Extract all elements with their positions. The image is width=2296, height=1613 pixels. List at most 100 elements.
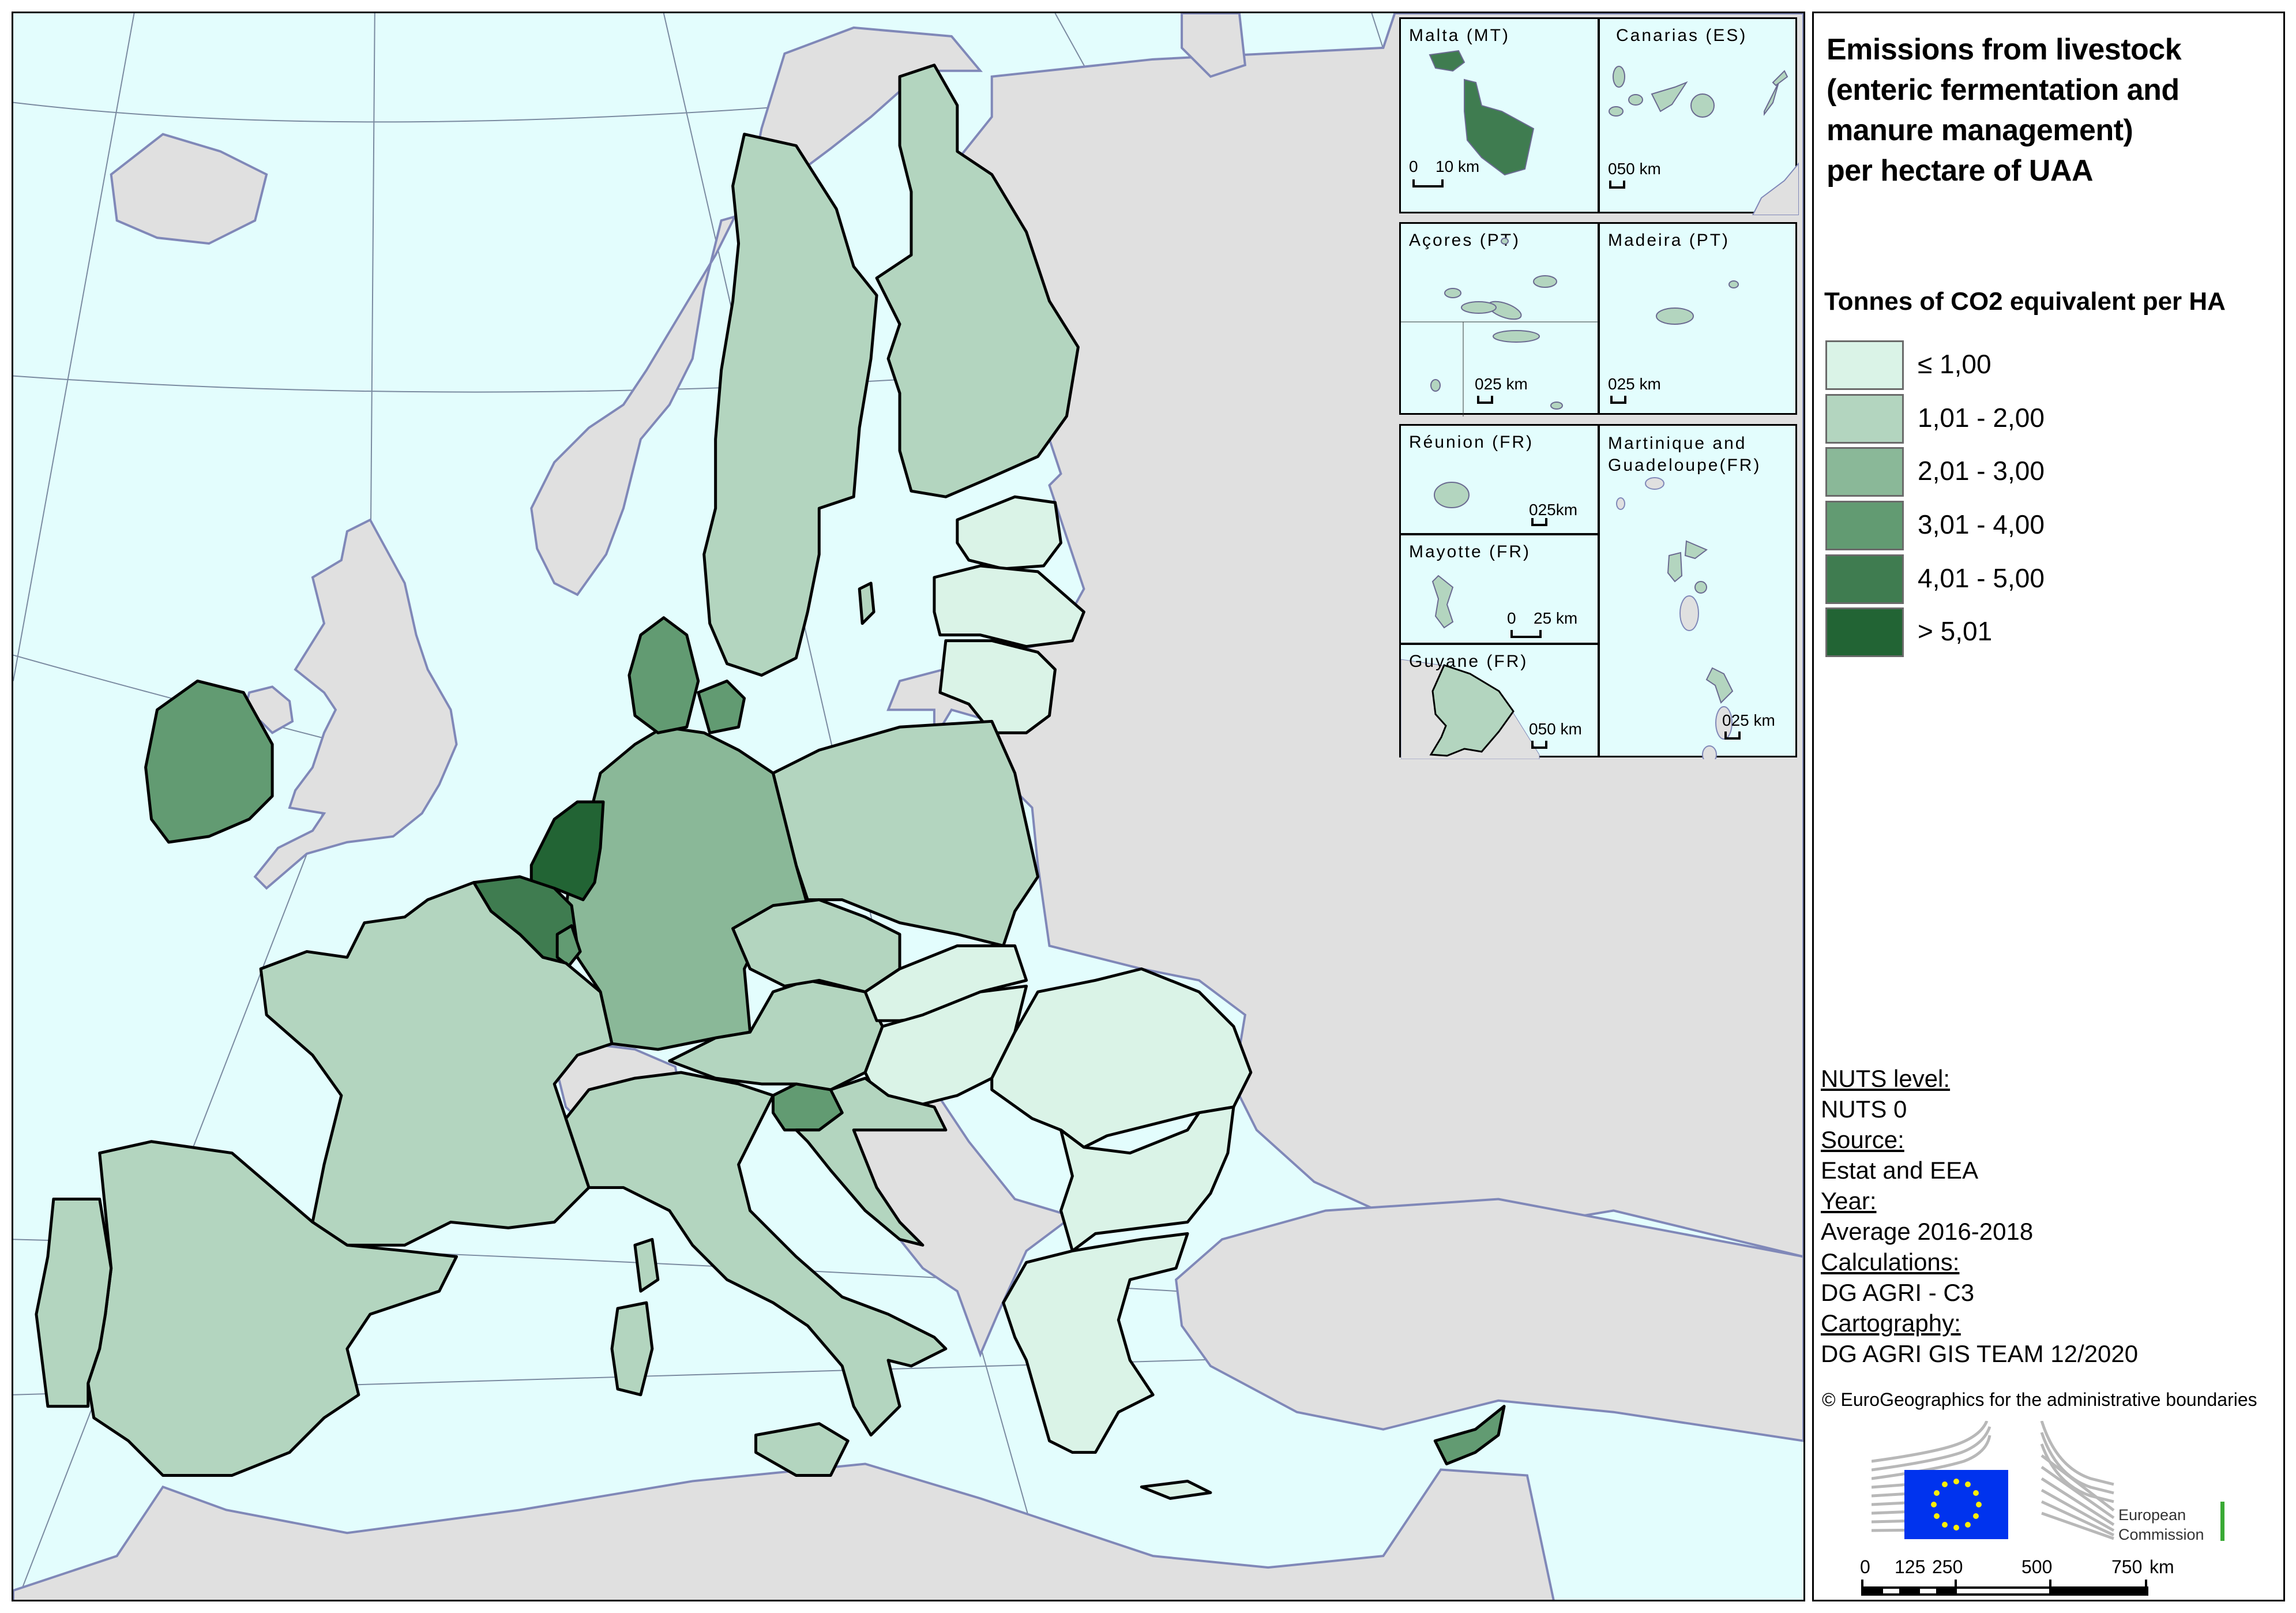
scale-label-max: 10 km [1436,157,1480,175]
country-croatia [794,1076,948,1247]
country-sweden [702,133,878,677]
legend-swatch [1825,394,1904,444]
inset-title-antilles: Martinique and Guadeloupe(FR) [1608,434,1761,475]
scale-bar [1531,741,1547,749]
scale-bar [1510,630,1542,638]
reunion-shape [1434,482,1470,508]
guyane-shape [1401,659,1540,759]
country-lithuania [938,639,1057,734]
inset-title-guyane: Guyane (FR) [1409,652,1528,671]
country-finland [875,63,1080,498]
country-ireland [144,679,274,844]
country-denmark-islands [697,679,746,734]
country-estonia [956,495,1062,571]
cartography-value: DG AGRI GIS TEAM 12/2020 [1821,1340,2139,1367]
calculations-value: DG AGRI - C3 [1821,1279,1975,1306]
scale-tick-500: 500 [2021,1556,2053,1577]
country-slovakia [863,944,1028,1022]
scale-bar [1610,396,1626,404]
scale-label: 050 km [1608,160,1661,178]
legend-title: Tonnes of CO2 equivalent per HA [1824,287,2226,316]
mayotte-shape [1431,575,1454,629]
eu-stars [1931,1479,1982,1531]
eu-countries [35,63,1506,1500]
scale-bar-graphic [1861,1580,2148,1596]
scale-label-0: 0 [1507,609,1516,627]
inset-madeira: Madeira (PT) 025 km [1598,222,1797,415]
country-corsica [633,1237,660,1293]
inset-reunion: Réunion (FR) 025km [1399,424,1599,535]
legend-swatch [1825,554,1904,604]
scale-label-0: 0 [1409,157,1418,175]
scale-label: 025 km [1608,375,1661,393]
legend-swatch [1825,340,1904,390]
legend-swatch [1825,501,1904,550]
scale-bar [1724,732,1741,740]
country-sardinia [610,1301,654,1397]
inset-title-madeira: Madeira (PT) [1608,231,1730,250]
legend-label: > 5,01 [1918,616,1993,646]
european-commission-text: European Commission [2118,1506,2204,1543]
legend-label: 1,01 - 2,00 [1918,403,2045,433]
scale-bar [1477,396,1493,404]
acores-shape [1401,238,1601,417]
inset-antilles: Martinique and Guadeloupe(FR) 025 km [1598,424,1797,759]
inset-acores: Açores (PT) 025 km [1399,222,1601,417]
legend-label: 3,01 - 4,00 [1918,509,2045,539]
legend-panel: Emissions from livestock (enteric fermen… [1812,12,2285,1601]
scale-label: 025km [1529,501,1578,519]
scale-tick-750: 750 [2111,1556,2143,1577]
map-frame: Malta (MT) 0 10 km Canarias (ES) 050 km … [12,12,1805,1601]
nuts-level-value: NUTS 0 [1821,1096,1907,1123]
country-italy [564,1071,948,1437]
scale-tick-250: 250 [1932,1556,1963,1577]
scale-bar [1609,181,1625,189]
malta-shape [1429,50,1535,176]
scale-label: 025 km [1722,711,1775,729]
canarias-shape [1609,66,1799,215]
legend-item: ≤ 1,00 [1825,340,2229,390]
inset-title-reunion: Réunion (FR) [1409,433,1534,452]
legend-item: > 5,01 [1825,607,2229,657]
country-luxembourg [555,924,582,967]
inset-title-mayotte: Mayotte (FR) [1409,542,1531,561]
year-value: Average 2016-2018 [1821,1218,2034,1245]
scale-bar [1531,518,1547,526]
legend-swatch [1825,447,1904,497]
inset-title-acores: Açores (PT) [1409,231,1521,250]
country-france [259,881,614,1247]
inset-title-malta: Malta (MT) [1409,26,1510,45]
legend-item: 1,01 - 2,00 [1825,394,2229,444]
scale-label: 050 km [1529,720,1582,738]
scale-bar [1412,179,1444,187]
legend-item: 4,01 - 5,00 [1825,554,2229,604]
scale-label: 025 km [1475,375,1528,393]
country-cyprus [1433,1405,1506,1466]
inset-mayotte: Mayotte (FR) 0 25 km [1399,534,1599,644]
scale-tick-125: 125 [1895,1556,1926,1577]
scale-bar: 0 125 250 500 750 km [1860,1556,2206,1597]
country-sicily [754,1422,850,1477]
map-title: Emissions from livestock (enteric fermen… [1827,33,2182,187]
legend-item: 2,01 - 3,00 [1825,447,2229,497]
year-label: Year: [1821,1187,1877,1214]
copyright-notice: © EuroGeographics for the administrative… [1822,1389,2257,1410]
madeira-shape [1656,280,1739,325]
source-value: Estat and EEA [1821,1157,1979,1184]
legend-label: 2,01 - 3,00 [1918,456,2045,486]
source-label: Source: [1821,1126,1904,1153]
inset-title-canarias: Canarias (ES) [1616,26,1748,45]
inset-canarias: Canarias (ES) 050 km [1598,17,1799,215]
country-greece [1002,1232,1189,1454]
country-latvia [933,564,1085,648]
legend-label: ≤ 1,00 [1918,349,1991,379]
country-crete [1140,1479,1212,1500]
country-portugal [35,1198,113,1408]
metadata-block: NUTS level: NUTS 0 Source: Estat and EEA… [1821,1063,2138,1369]
country-gotland [858,582,875,625]
country-denmark [627,616,700,734]
scale-label-max: 25 km [1534,609,1578,627]
scale-tick-0: 0 [1860,1556,1870,1577]
european-commission-logo [1872,1421,2224,1541]
scale-unit: km [2150,1556,2174,1577]
